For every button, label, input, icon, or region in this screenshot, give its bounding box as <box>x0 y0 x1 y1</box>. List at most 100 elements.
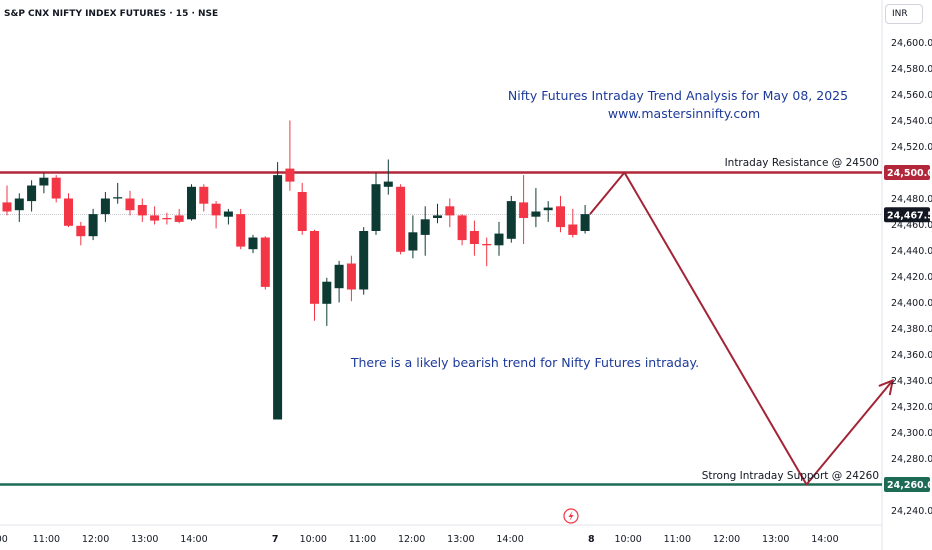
candle <box>285 120 295 191</box>
support-price-label: 24,260.00 <box>887 480 932 491</box>
price-tick-label: 24,300.00 <box>891 428 932 439</box>
candle-body <box>310 231 319 304</box>
arrow-head <box>878 378 894 396</box>
last-price-tag <box>884 207 930 223</box>
candle-body <box>248 237 258 250</box>
candle-body <box>543 207 553 211</box>
candle <box>433 203 442 224</box>
candle-body <box>457 215 467 241</box>
last-price-label: 24,467.50 <box>887 210 932 221</box>
candle <box>383 159 393 195</box>
time-tick-label: 12:00 <box>713 534 740 545</box>
candle <box>273 162 283 420</box>
price-tick-label: 24,480.00 <box>891 194 932 205</box>
time-tick-label: 14:00 <box>180 534 207 545</box>
candle <box>334 260 344 303</box>
candle-body <box>445 206 455 216</box>
projection-arrow <box>589 171 894 486</box>
candle-body <box>199 186 209 204</box>
candle <box>297 182 307 235</box>
candle-body <box>51 177 61 199</box>
candle-body <box>76 225 86 237</box>
price-tick-label: 24,600.00 <box>891 38 932 49</box>
candle-body <box>162 218 172 220</box>
candle <box>150 206 160 225</box>
candle <box>223 208 233 225</box>
price-tick-label: 24,240.00 <box>891 506 932 517</box>
candle <box>580 205 590 234</box>
candle-body <box>125 198 135 211</box>
candle-body <box>137 205 147 216</box>
candle <box>457 214 467 246</box>
candle-body <box>568 224 578 235</box>
time-tick-label: 10:00 <box>300 534 327 545</box>
analysis-title: Nifty Futures Intraday Trend Analysis fo… <box>508 88 848 103</box>
time-tick-label: 14:00 <box>811 534 838 545</box>
candle <box>371 172 381 235</box>
candle-body <box>469 231 479 244</box>
price-axis[interactable]: 24,600.00 24,580.00 24,560.00 24,540.00 24,5… <box>884 38 932 517</box>
time-tick-label: 13:00 <box>762 534 789 545</box>
candle <box>187 184 196 221</box>
time-tick-label: 8 <box>588 534 595 545</box>
currency-selector[interactable]: INR <box>885 4 923 24</box>
candle <box>14 193 24 222</box>
candle <box>236 208 246 250</box>
candle <box>568 208 578 238</box>
price-tick-label: 24,340.00 <box>891 376 932 387</box>
candle <box>408 215 418 259</box>
time-tick-label: 0:00 <box>0 534 8 545</box>
candle-body <box>223 211 233 217</box>
candle-body <box>334 264 344 289</box>
candles <box>2 120 590 420</box>
time-tick-label: 12:00 <box>82 534 109 545</box>
time-tick-label: 10:00 <box>614 534 641 545</box>
price-tick-label: 24,320.00 <box>891 402 932 413</box>
price-tick-label: 24,560.00 <box>891 90 932 101</box>
candle <box>76 221 86 246</box>
candle <box>39 172 49 194</box>
candle <box>2 185 12 216</box>
candle-body <box>273 175 283 420</box>
candle-body <box>285 168 295 182</box>
website-text: www.mastersinnifty.com <box>608 106 760 121</box>
candle <box>445 198 455 228</box>
grid-lines <box>0 0 883 550</box>
candle <box>64 193 73 228</box>
candle <box>199 184 209 212</box>
resistance-label: Intraday Resistance @ 24500 <box>725 157 879 169</box>
candle <box>556 195 565 233</box>
symbol-title: S&P CNX NIFTY INDEX FUTURES · 15 · NSE <box>4 9 218 19</box>
candle-body <box>187 186 196 220</box>
candle <box>519 175 529 244</box>
resistance-price-tag <box>884 165 930 180</box>
candle <box>51 175 61 203</box>
support-price-tag <box>884 477 930 492</box>
candle <box>248 234 258 254</box>
candle <box>100 192 110 222</box>
candle-body <box>346 263 356 290</box>
candle-body <box>531 211 541 217</box>
price-tick-label: 24,380.00 <box>891 324 932 335</box>
candle-body <box>236 214 246 247</box>
price-tick-label: 24,280.00 <box>891 454 932 465</box>
candle-body <box>39 177 49 186</box>
candle-body <box>174 215 184 222</box>
candle <box>88 208 98 241</box>
candle <box>322 277 332 326</box>
candle <box>162 212 172 225</box>
time-axis[interactable]: 0:00 11:00 12:00 13:00 14:00 7 10:00 11:00 12:00… <box>0 534 839 545</box>
candle-body <box>556 206 565 228</box>
candle <box>27 180 37 212</box>
candle-body <box>396 186 406 252</box>
candle-body <box>482 244 492 246</box>
candle-body <box>64 198 73 226</box>
candle <box>506 195 516 243</box>
candle-body <box>494 233 504 246</box>
resistance-price-label: 24,500.00 <box>887 168 932 179</box>
candle-body <box>100 198 110 215</box>
candle <box>494 221 504 256</box>
candle <box>211 201 221 229</box>
lightning-icon[interactable] <box>563 508 579 524</box>
